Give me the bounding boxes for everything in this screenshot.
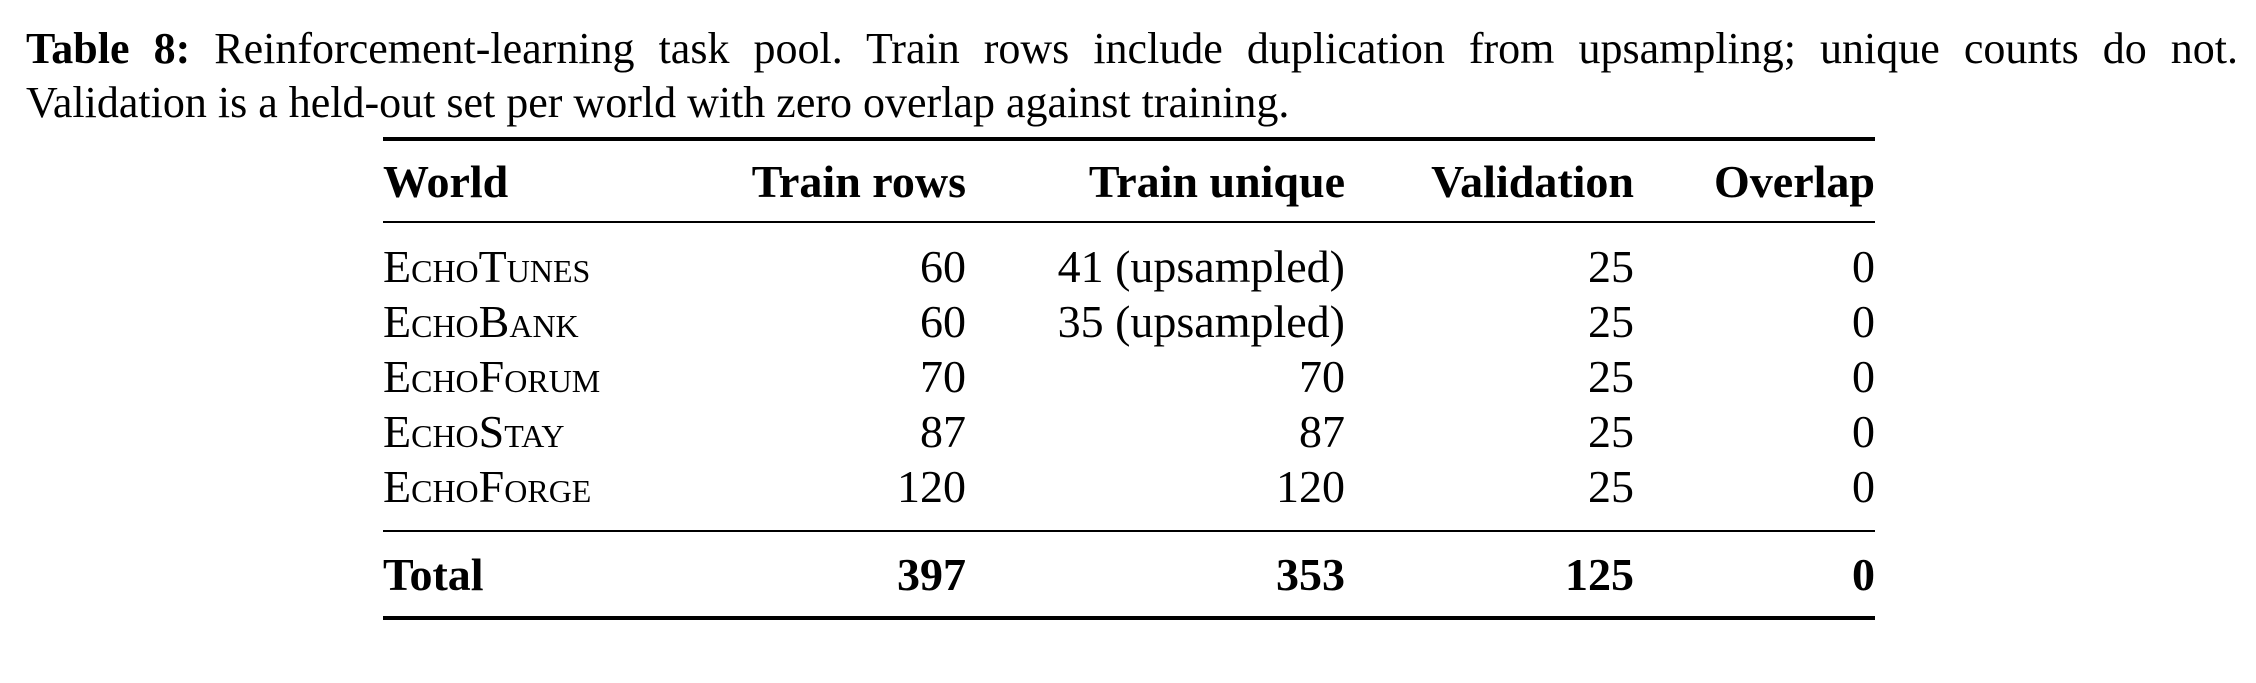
caption-text: Reinforcement-learning task pool. Train … <box>26 24 2239 127</box>
table-cell: 35 (upsampled) <box>1057 296 1345 347</box>
world-name: EchoForge <box>383 461 592 512</box>
table-cell: 0 <box>1852 296 1875 347</box>
table-row: EchoTunes 60 41 (upsampled) 25 0 <box>383 222 1875 294</box>
total-cell: 353 <box>1276 548 1345 600</box>
world-name: EchoStay <box>383 406 565 457</box>
table-cell: 60 <box>920 296 966 347</box>
table-cell: 25 <box>1588 351 1634 402</box>
table-cell: 0 <box>1852 351 1875 402</box>
table-row: EchoForum 70 70 25 0 <box>383 349 1875 404</box>
world-name: EchoTunes <box>383 241 591 292</box>
total-row: Total 397 353 125 0 <box>383 531 1875 618</box>
total-cell: 0 <box>1852 548 1875 600</box>
table: World Train rows Train unique Validation Ove… <box>383 137 1875 620</box>
table-row: EchoBank 60 35 (upsampled) 25 0 <box>383 294 1875 349</box>
table-footer: Total 397 353 125 0 <box>383 531 1875 618</box>
table-row: EchoForge 120 120 25 0 <box>383 459 1875 531</box>
total-cell: Total <box>383 548 484 600</box>
total-cell: 397 <box>897 548 966 600</box>
table-cell: 25 <box>1588 406 1634 457</box>
world-name: EchoForum <box>383 351 601 402</box>
table-header: World Train rows Train unique Validation Ove… <box>383 139 1875 222</box>
table-body: EchoTunes 60 41 (upsampled) 25 0 EchoBank 60 35… <box>383 222 1875 531</box>
table-cell: 70 <box>1299 351 1345 402</box>
table-cell: 0 <box>1852 406 1875 457</box>
total-cell: 125 <box>1565 548 1634 600</box>
table-cell: 0 <box>1852 461 1875 512</box>
world-name: EchoBank <box>383 296 579 347</box>
table-cell: 87 <box>920 406 966 457</box>
table-cell: 120 <box>1276 461 1345 512</box>
caption-label: Table 8: <box>26 24 191 73</box>
table-cell: 25 <box>1588 296 1634 347</box>
header-cell: World <box>383 155 509 207</box>
table-cell: 0 <box>1852 241 1875 292</box>
header-cell: Train rows <box>751 155 966 207</box>
table-cell: 25 <box>1588 461 1634 512</box>
header-row: World Train rows Train unique Validation Ove… <box>383 139 1875 222</box>
table-cell: 60 <box>920 241 966 292</box>
table-cell: 25 <box>1588 241 1634 292</box>
header-cell: Train unique <box>1088 155 1345 207</box>
table-cell: 41 (upsampled) <box>1057 241 1345 292</box>
table-cell: 70 <box>920 351 966 402</box>
header-cell: Overlap <box>1714 155 1875 207</box>
table-cell: 87 <box>1299 406 1345 457</box>
header-cell: Validation <box>1431 155 1634 207</box>
caption: Table 8: Reinforcement-learning task poo… <box>26 22 2238 130</box>
table-row: EchoStay 87 87 25 0 <box>383 404 1875 459</box>
table-cell: 120 <box>897 461 966 512</box>
